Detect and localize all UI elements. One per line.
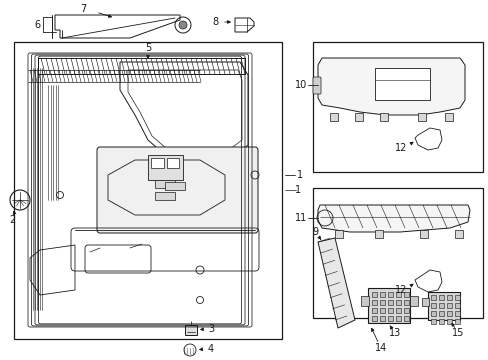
- Bar: [427, 292, 459, 320]
- Bar: [446, 303, 451, 308]
- Bar: [164, 182, 184, 190]
- Text: 5: 5: [144, 43, 151, 53]
- Bar: [446, 319, 451, 324]
- Bar: [430, 311, 435, 316]
- Bar: [438, 303, 443, 308]
- Bar: [14, 42, 282, 339]
- Text: 8: 8: [211, 17, 218, 27]
- Bar: [430, 303, 435, 308]
- Bar: [387, 300, 392, 305]
- Bar: [421, 298, 428, 306]
- Text: 9: 9: [311, 227, 317, 237]
- Bar: [409, 296, 417, 306]
- Bar: [379, 300, 384, 305]
- Bar: [454, 319, 459, 324]
- Text: 7: 7: [80, 4, 86, 14]
- Text: 6: 6: [34, 20, 40, 30]
- Bar: [371, 300, 376, 305]
- Bar: [354, 113, 362, 121]
- Bar: [438, 311, 443, 316]
- Text: 15: 15: [451, 328, 463, 338]
- Polygon shape: [317, 238, 354, 328]
- Bar: [367, 288, 409, 323]
- Bar: [312, 188, 482, 318]
- Text: 2: 2: [9, 215, 15, 225]
- Text: 13: 13: [388, 328, 400, 338]
- Text: 12: 12: [394, 285, 406, 295]
- FancyBboxPatch shape: [97, 147, 258, 233]
- Bar: [454, 295, 459, 300]
- Bar: [403, 316, 408, 321]
- Bar: [371, 308, 376, 313]
- Bar: [155, 192, 175, 200]
- Bar: [446, 295, 451, 300]
- Bar: [379, 308, 384, 313]
- Bar: [374, 230, 382, 238]
- Bar: [454, 230, 462, 238]
- Text: 12: 12: [394, 143, 406, 153]
- Bar: [403, 308, 408, 313]
- Bar: [438, 319, 443, 324]
- Text: 1: 1: [294, 185, 301, 195]
- Bar: [334, 230, 342, 238]
- Bar: [312, 42, 482, 172]
- Bar: [430, 319, 435, 324]
- Bar: [379, 316, 384, 321]
- Bar: [371, 292, 376, 297]
- Bar: [417, 113, 425, 121]
- Bar: [395, 300, 400, 305]
- Bar: [151, 158, 163, 168]
- Circle shape: [179, 21, 186, 29]
- Bar: [374, 68, 429, 100]
- Bar: [155, 180, 175, 188]
- Bar: [430, 295, 435, 300]
- Text: 4: 4: [207, 344, 214, 354]
- Bar: [403, 300, 408, 305]
- Bar: [444, 113, 452, 121]
- Bar: [454, 311, 459, 316]
- Bar: [395, 308, 400, 313]
- Bar: [167, 158, 179, 168]
- Text: 14: 14: [374, 343, 386, 353]
- Bar: [184, 325, 197, 335]
- Bar: [379, 113, 387, 121]
- Bar: [387, 292, 392, 297]
- Bar: [148, 155, 183, 180]
- Bar: [329, 113, 337, 121]
- Bar: [446, 311, 451, 316]
- FancyBboxPatch shape: [312, 77, 320, 94]
- Bar: [360, 296, 368, 306]
- Bar: [371, 316, 376, 321]
- Text: 10: 10: [294, 80, 306, 90]
- Bar: [419, 230, 427, 238]
- Bar: [438, 295, 443, 300]
- Bar: [379, 292, 384, 297]
- Polygon shape: [317, 205, 469, 232]
- Bar: [395, 292, 400, 297]
- Polygon shape: [317, 58, 464, 115]
- Text: 3: 3: [207, 324, 214, 334]
- Bar: [454, 303, 459, 308]
- Bar: [387, 308, 392, 313]
- Bar: [387, 316, 392, 321]
- Bar: [403, 292, 408, 297]
- Text: 1: 1: [296, 170, 303, 180]
- Text: 11: 11: [294, 213, 306, 223]
- Bar: [395, 316, 400, 321]
